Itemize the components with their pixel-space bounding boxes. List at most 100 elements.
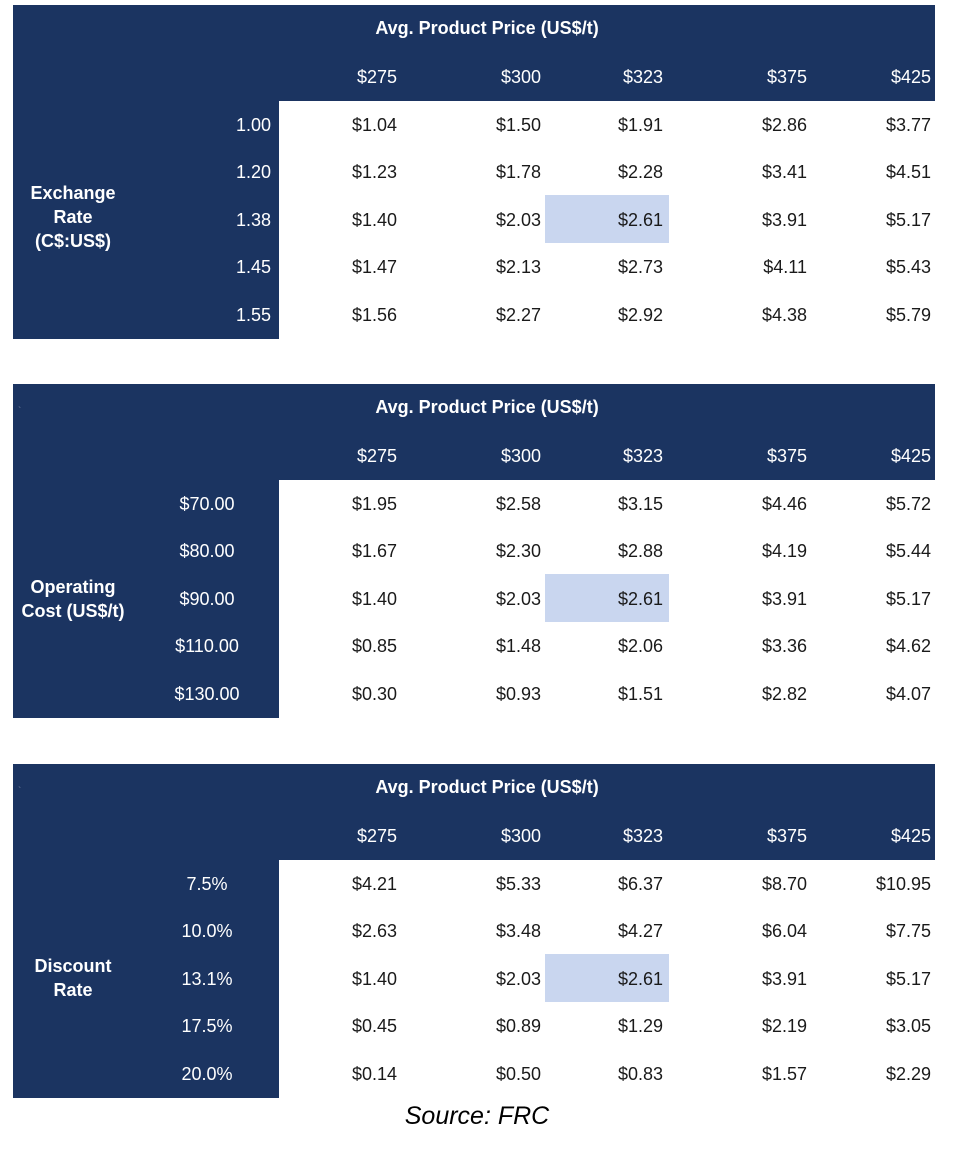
table-cell: $0.89 — [495, 1016, 541, 1036]
table-cell: $1.29 — [617, 1016, 663, 1036]
sensitivity-table-exchange-rate: Avg. Product Price (US$/t) $275 $300 $32… — [13, 5, 935, 339]
column-header: $275 — [356, 826, 397, 846]
row-label: $70.00 — [179, 494, 235, 514]
column-header: $323 — [622, 67, 663, 87]
column-header: $375 — [766, 826, 807, 846]
base-case-highlight — [545, 574, 669, 622]
table-cell: $0.85 — [351, 636, 397, 656]
table-cell: $1.78 — [495, 162, 541, 182]
table-cell: $0.45 — [351, 1016, 397, 1036]
table-cell: $3.41 — [761, 162, 807, 182]
table-cell: $10.95 — [875, 874, 931, 894]
table-cell: $3.15 — [617, 494, 663, 514]
row-label: 1.38 — [235, 210, 271, 230]
table-cell: $1.56 — [351, 305, 397, 325]
stray-mark: ` — [18, 786, 22, 797]
stray-mark: ` — [18, 406, 22, 417]
table-cell: $1.95 — [351, 494, 397, 514]
row-label: $80.00 — [179, 541, 235, 561]
table-cell: $4.21 — [351, 874, 397, 894]
table-cell: $4.51 — [885, 162, 931, 182]
base-case-highlight — [545, 954, 669, 1002]
row-group-title: Exchange Rate (C$:US$) — [13, 181, 133, 253]
column-header: $300 — [500, 826, 541, 846]
table-cell: $2.82 — [761, 684, 807, 704]
table-cell: $1.91 — [617, 115, 663, 135]
row-group-title-line: Exchange — [30, 183, 116, 203]
table-cell: $3.91 — [761, 210, 807, 230]
row-label: $90.00 — [179, 589, 235, 609]
table-cell: $3.48 — [495, 921, 541, 941]
table-cell: $2.13 — [495, 257, 541, 277]
table-cell: $7.75 — [885, 921, 931, 941]
header-band — [13, 384, 935, 480]
table-cell: $3.77 — [885, 115, 931, 135]
table-cell: $1.23 — [351, 162, 397, 182]
table-cell: $8.70 — [761, 874, 807, 894]
sensitivity-table-operating-cost: ` Avg. Product Price (US$/t) $275 $300 $… — [13, 384, 935, 718]
table-cell: $2.58 — [495, 494, 541, 514]
row-label: 13.1% — [181, 969, 233, 989]
table-cell: $1.48 — [495, 636, 541, 656]
table-cell: $0.30 — [351, 684, 397, 704]
table-cell: $3.91 — [761, 969, 807, 989]
row-group-title: Operating Cost (US$/t) — [13, 575, 133, 623]
header-band — [13, 5, 935, 101]
row-label: $130.00 — [174, 684, 240, 704]
table-cell: $2.06 — [617, 636, 663, 656]
table-cell: $4.07 — [885, 684, 931, 704]
row-group-title-line: Rate — [53, 980, 93, 1000]
table-cell: $2.19 — [761, 1016, 807, 1036]
column-header: $275 — [356, 67, 397, 87]
table-cell: $2.88 — [617, 541, 663, 561]
column-header: $425 — [890, 446, 931, 466]
column-header: $323 — [622, 446, 663, 466]
column-header: $425 — [890, 826, 931, 846]
table-cell: $1.40 — [351, 589, 397, 609]
row-group-title-line: (C$:US$) — [34, 231, 111, 251]
row-group-title-line: Discount — [34, 956, 112, 976]
table-cell: $0.14 — [351, 1064, 397, 1084]
table-cell: $2.28 — [617, 162, 663, 182]
column-group-title: Avg. Product Price (US$/t) — [375, 397, 599, 417]
source-caption: Source: FRC — [404, 1102, 550, 1130]
table-cell: $5.17 — [885, 589, 931, 609]
table-cell-base-case: $2.61 — [617, 969, 663, 989]
table-cell: $2.03 — [495, 210, 541, 230]
table-cell: $5.17 — [885, 969, 931, 989]
table-cell: $2.30 — [495, 541, 541, 561]
table-cell: $2.73 — [617, 257, 663, 277]
row-label-band — [13, 860, 279, 1098]
row-label: 10.0% — [181, 921, 233, 941]
table-cell: $0.93 — [495, 684, 541, 704]
table-cell-base-case: $2.61 — [617, 210, 663, 230]
table-cell: $1.40 — [351, 210, 397, 230]
table-cell: $1.51 — [617, 684, 663, 704]
column-header: $300 — [500, 446, 541, 466]
column-header: $425 — [890, 67, 931, 87]
table-cell: $3.05 — [885, 1016, 931, 1036]
column-header: $323 — [622, 826, 663, 846]
row-label: 1.00 — [235, 115, 271, 135]
column-group-title: Avg. Product Price (US$/t) — [375, 18, 599, 38]
table-cell: $1.04 — [351, 115, 397, 135]
table-cell-base-case: $2.61 — [617, 589, 663, 609]
row-label: 7.5% — [186, 874, 228, 894]
column-header: $375 — [766, 67, 807, 87]
table-cell: $4.46 — [761, 494, 807, 514]
table-cell: $1.57 — [761, 1064, 807, 1084]
table-cell: $1.50 — [495, 115, 541, 135]
table-cell: $0.50 — [495, 1064, 541, 1084]
table-cell: $1.67 — [351, 541, 397, 561]
column-header: $300 — [500, 67, 541, 87]
sensitivity-table-discount-rate: ` Avg. Product Price (US$/t) $275 $300 $… — [13, 764, 935, 1098]
table-cell: $2.27 — [495, 305, 541, 325]
row-group-title-line: Cost (US$/t) — [21, 601, 125, 621]
row-group-title: Discount Rate — [13, 954, 133, 1002]
table-cell: $5.79 — [885, 305, 931, 325]
column-header: $275 — [356, 446, 397, 466]
table-cell: $5.17 — [885, 210, 931, 230]
table-cell: $4.11 — [763, 257, 807, 277]
table-cell: $5.43 — [885, 257, 931, 277]
table-cell: $2.86 — [761, 115, 807, 135]
